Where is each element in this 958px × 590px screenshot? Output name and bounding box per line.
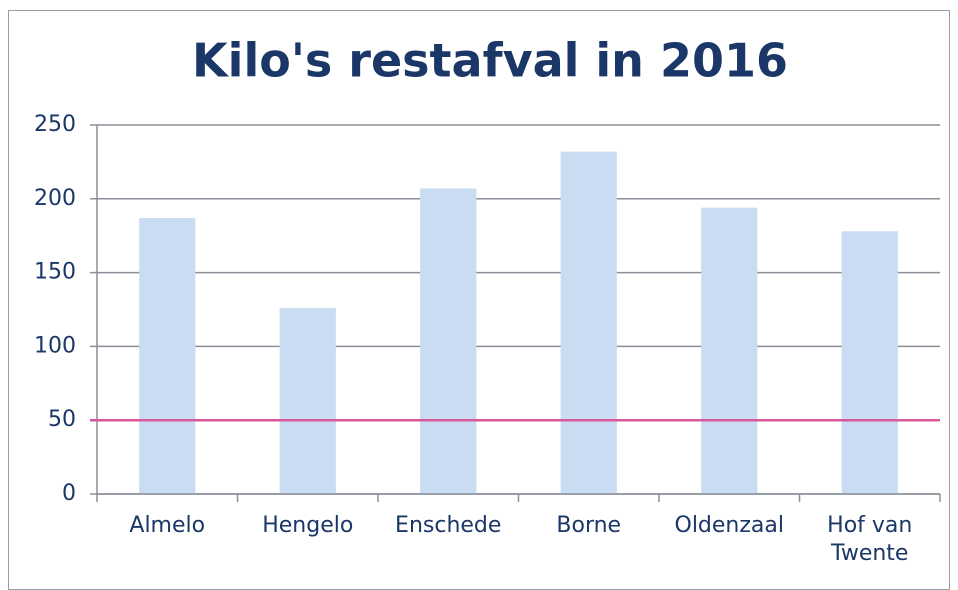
chart-title: Kilo's restafval in 2016 (192, 34, 788, 88)
bar (841, 231, 898, 494)
x-tick-label: Oldenzaal (674, 513, 785, 538)
x-tick-label: Almelo (129, 513, 206, 538)
x-tick-label: Borne (556, 513, 622, 538)
y-tick-label: 50 (48, 407, 76, 432)
x-tick-label: Enschede (395, 513, 502, 538)
x-tick-label: Hof van Twente (827, 513, 913, 566)
bar (701, 207, 758, 494)
y-tick-label: 200 (34, 186, 76, 211)
y-tick-label: 100 (34, 333, 76, 358)
y-tick-label: 250 (34, 112, 76, 137)
bar (420, 188, 477, 494)
bar (560, 151, 617, 494)
bar (279, 308, 336, 494)
bar (139, 217, 196, 494)
x-tick-label: Hengelo (262, 513, 354, 538)
y-tick-label: 0 (62, 481, 76, 506)
y-tick-label: 150 (34, 260, 76, 285)
